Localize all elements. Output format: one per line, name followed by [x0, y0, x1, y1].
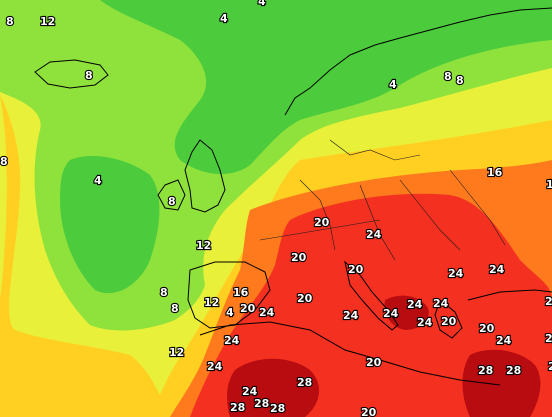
border-path-2 [299, 179, 336, 251]
temp-label: 16 [233, 286, 249, 299]
temp-label: 28 [270, 402, 285, 415]
temp-label: 8 [6, 15, 14, 28]
temp-label: 24 [448, 267, 464, 280]
coast-italy [344, 260, 399, 331]
temp-label: 20 [361, 406, 377, 417]
temp-label: 12 [169, 346, 184, 359]
temp-label: 20 [240, 302, 256, 315]
band-4-atlantic-core [60, 155, 160, 294]
temp-label: 24 [366, 228, 382, 241]
coast-iberia [187, 261, 271, 329]
temp-label: 28 [297, 376, 312, 389]
coast-britain [184, 139, 226, 213]
temp-label: 24 [383, 307, 399, 320]
temp-label: 24 [343, 309, 359, 322]
temp-label: 8 [171, 302, 179, 315]
temp-label: 4 [226, 306, 234, 319]
temp-label: 24 [489, 263, 505, 276]
temp-label: 28 [254, 397, 269, 410]
temp-label: 12 [40, 15, 55, 28]
temp-label: 4 [389, 78, 397, 91]
temp-label: 8 [444, 70, 452, 83]
temp-label: 4 [94, 174, 102, 187]
coast-north-africa [199, 321, 501, 386]
band-28-east-med [462, 349, 541, 417]
temp-label: 2 [545, 332, 552, 345]
coast-iceland [34, 59, 109, 89]
coast-scandinavia [284, 7, 552, 116]
temp-label: 4 [220, 12, 228, 25]
temp-label: 8 [456, 74, 464, 87]
temp-label: 20 [366, 356, 382, 369]
temp-label: 24 [496, 334, 512, 347]
temp-label: 1 [546, 178, 552, 191]
coast-greece [434, 299, 463, 339]
band-16-west [0, 95, 170, 417]
temp-label: 24 [433, 297, 449, 310]
temp-label: 20 [441, 315, 457, 328]
temp-label: 8 [168, 195, 176, 208]
temp-label: 24 [417, 316, 433, 329]
temp-label: 20 [479, 322, 495, 335]
coastlines [34, 7, 552, 386]
temp-label: 20 [291, 251, 307, 264]
border-path-1 [259, 219, 381, 241]
temp-label: 4 [258, 0, 266, 8]
temp-label: 24 [407, 298, 423, 311]
temp-label: 28 [478, 364, 493, 377]
temp-label: 20 [314, 216, 330, 229]
temp-label: 24 [224, 334, 240, 347]
temp-label: 24 [242, 385, 258, 398]
temp-label: 28 [506, 364, 521, 377]
border-path-5 [449, 169, 506, 246]
border-path-6 [329, 139, 421, 161]
temp-label: 8 [0, 155, 8, 168]
temp-label: 2 [545, 295, 552, 308]
temp-label: 12 [204, 296, 219, 309]
temp-label: 24 [259, 306, 275, 319]
temp-label: 20 [348, 263, 364, 276]
temp-label: 20 [297, 292, 313, 305]
coast-turkey [467, 289, 552, 301]
temp-label: 12 [196, 239, 211, 252]
temp-label: 28 [548, 360, 552, 373]
border-path-4 [399, 179, 461, 251]
band-4-north [100, 0, 552, 175]
country-borders [259, 139, 506, 261]
temp-label: 28 [230, 401, 245, 414]
coast-ireland [157, 179, 186, 211]
temp-label: 8 [85, 69, 93, 82]
temp-label: 24 [207, 360, 223, 373]
temp-label: 8 [160, 286, 168, 299]
temp-label: 16 [487, 166, 503, 179]
band-28-north-africa [227, 358, 320, 417]
border-path-3 [359, 184, 396, 261]
